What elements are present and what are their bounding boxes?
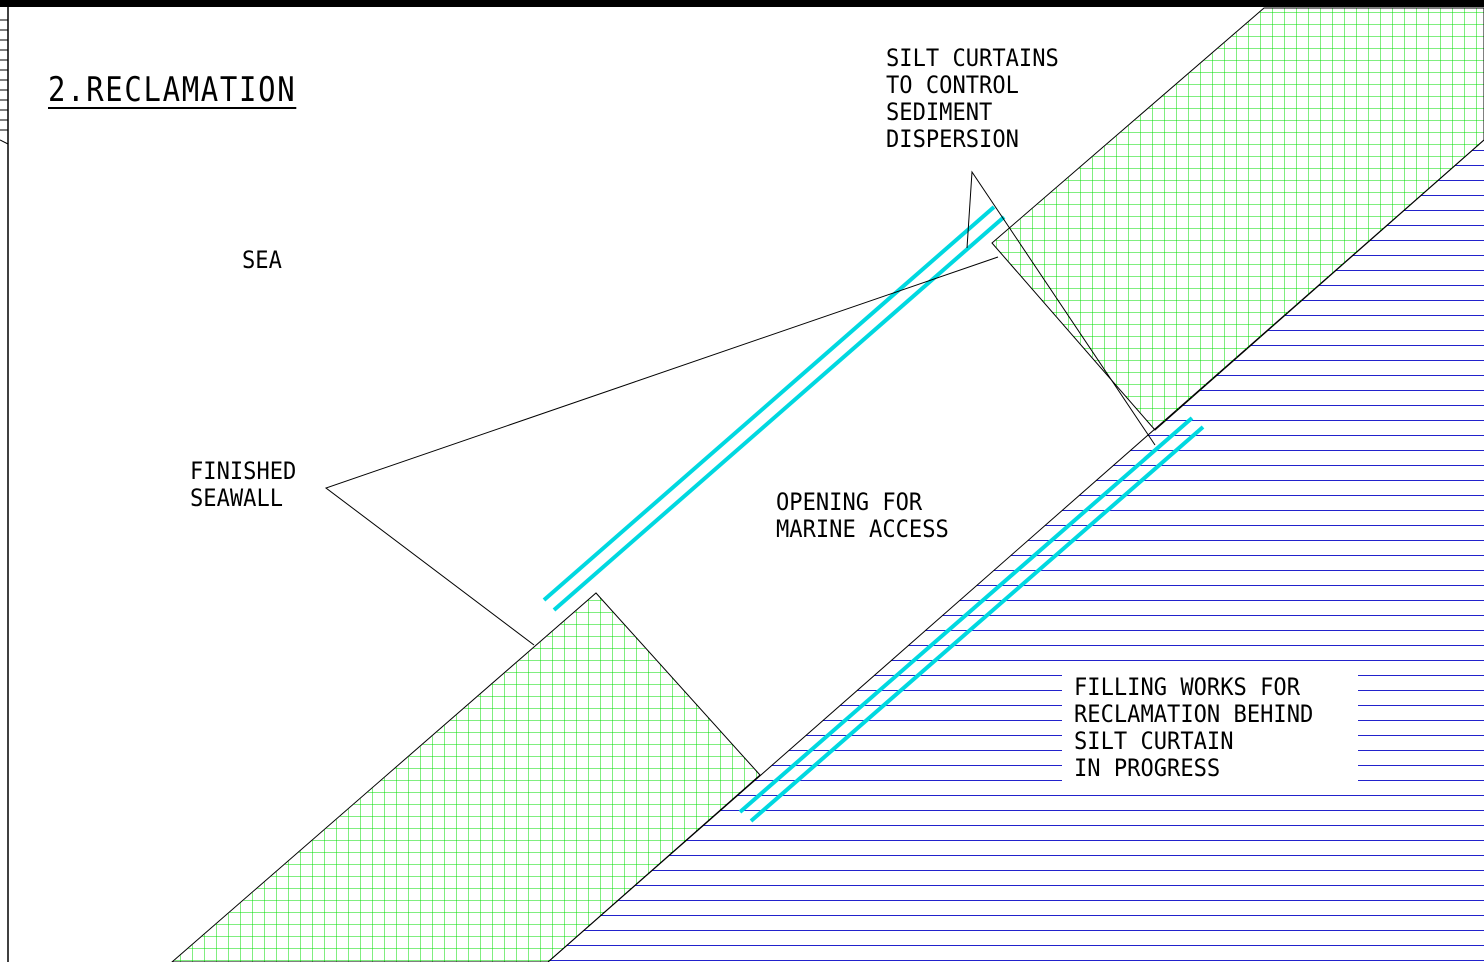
finished-seawall-label: FINISHED SEAWALL — [190, 457, 297, 512]
leader-silt-curtains — [966, 170, 1156, 446]
silt-curtain-opening — [542, 205, 1006, 612]
frame-top-border — [0, 0, 1484, 7]
marine-access-opening-label: OPENING FOR MARINE ACCESS — [776, 488, 949, 543]
drawing-title: 2.RECLAMATION — [48, 70, 297, 110]
filling-works-label-mask — [1062, 670, 1358, 785]
filling-works-label: FILLING WORKS FOR RECLAMATION BEHIND SIL… — [1074, 673, 1314, 782]
sea-label: SEA — [242, 246, 282, 274]
frame-left-ticks — [0, 19, 9, 145]
seawall-lower-section — [171, 592, 761, 962]
silt-curtain-fill-edge — [738, 416, 1205, 823]
leader-finished-seawall — [324, 256, 999, 646]
silt-curtains-label: SILT CURTAINS TO CONTROL SEDIMENT DISPER… — [886, 44, 1059, 153]
seawall-upper-section — [991, 7, 1484, 431]
